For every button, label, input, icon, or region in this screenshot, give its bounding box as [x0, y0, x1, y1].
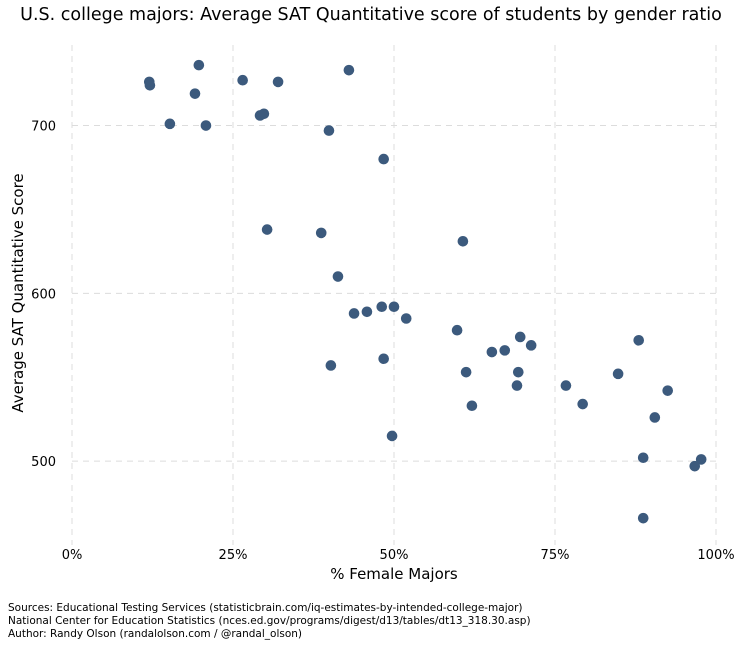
data-point [633, 335, 645, 346]
data-point [400, 313, 412, 324]
data-point [348, 308, 360, 319]
data-point [514, 331, 526, 343]
author-line: Author: Randy Olson (randalolson.com / @… [8, 627, 303, 640]
data-point [388, 301, 400, 313]
data-point [612, 368, 624, 380]
data-point [695, 454, 707, 465]
y-tick-label: 500 [31, 455, 56, 470]
data-point [499, 345, 511, 356]
source-line-1: Sources: Educational Testing Services (s… [8, 602, 523, 614]
data-point [637, 512, 649, 524]
data-point [637, 452, 649, 464]
data-point [560, 380, 572, 391]
y-axis-label: Average SAT Quantitative Score [9, 173, 27, 412]
footer: Sources: Educational Testing Services (s… [8, 602, 531, 640]
data-point [237, 74, 248, 86]
data-point [457, 236, 469, 247]
source-line-2: National Center for Education Statistics… [8, 614, 531, 627]
data-point [378, 353, 389, 365]
data-point [189, 88, 201, 99]
data-points [143, 59, 707, 524]
data-point [325, 360, 337, 371]
data-point [164, 118, 176, 130]
data-point [689, 460, 701, 472]
data-point [272, 76, 284, 88]
data-point [511, 380, 523, 391]
scatter-chart: 0% 25% 50% 75% 100% 500 600 700 % Female Majors… [9, 45, 735, 583]
data-point [525, 340, 537, 351]
data-point [662, 385, 673, 396]
data-point [378, 153, 389, 165]
data-point [261, 224, 273, 235]
data-point [512, 366, 524, 378]
tick-labels: 0% 25% 50% 75% 100% 500 600 700 [31, 120, 734, 563]
data-point [451, 324, 463, 336]
x-axis-label: % Female Majors [330, 565, 458, 583]
data-point [466, 400, 478, 412]
x-tick-label: 100% [697, 548, 734, 563]
x-tick-label: 75% [541, 548, 570, 563]
x-tick-label: 50% [380, 548, 409, 563]
data-point [649, 412, 661, 423]
data-point [193, 59, 205, 71]
data-point [332, 271, 344, 282]
y-tick-label: 700 [31, 120, 56, 135]
data-point [386, 430, 398, 442]
y-tick-label: 600 [31, 287, 56, 302]
x-tick-label: 25% [219, 548, 248, 563]
data-point [577, 398, 588, 410]
grid [71, 45, 717, 545]
x-tick-label: 0% [62, 548, 83, 563]
data-point [376, 301, 388, 313]
data-point [258, 108, 270, 120]
data-point [361, 306, 373, 318]
data-point [460, 366, 472, 378]
data-point [144, 79, 156, 91]
data-point [323, 125, 335, 136]
data-point [315, 227, 327, 239]
data-point [486, 346, 498, 358]
chart-title: U.S. college majors: Average SAT Quantit… [20, 5, 722, 25]
data-point [200, 120, 212, 131]
data-point [343, 64, 355, 76]
